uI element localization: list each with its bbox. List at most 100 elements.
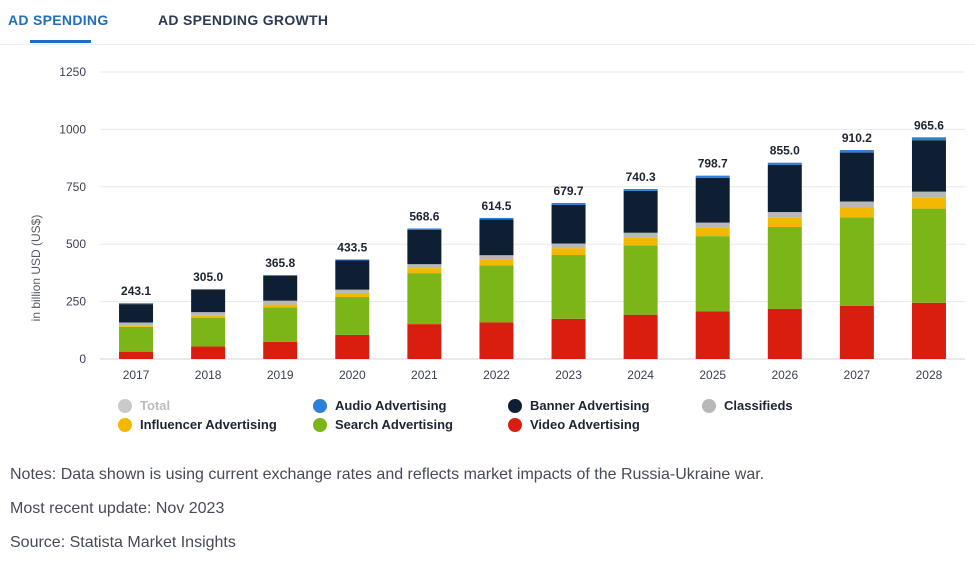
bar-segment[interactable] — [695, 227, 730, 237]
bar-segment[interactable] — [119, 304, 154, 323]
bar-segment[interactable] — [191, 317, 226, 347]
bar-segment[interactable] — [407, 228, 442, 230]
legend-item-total[interactable]: Total — [118, 398, 170, 413]
legend-item-video-advertising[interactable]: Video Advertising — [508, 417, 640, 432]
bar-segment[interactable] — [263, 341, 298, 359]
bar-stack-2023[interactable] — [551, 202, 586, 359]
bar-segment[interactable] — [911, 191, 946, 198]
bar-segment[interactable] — [191, 289, 226, 313]
bar-segment[interactable] — [335, 260, 370, 290]
bar-segment[interactable] — [263, 300, 298, 305]
bar-segment[interactable] — [263, 304, 298, 308]
bar-segment[interactable] — [479, 219, 514, 256]
bar-segment[interactable] — [839, 207, 874, 218]
bar-segment[interactable] — [119, 325, 154, 327]
bar-segment[interactable] — [911, 197, 946, 209]
bar-segment[interactable] — [191, 315, 226, 318]
bar-segment[interactable] — [623, 232, 658, 238]
bar-segment[interactable] — [695, 177, 730, 223]
bar-segment[interactable] — [551, 254, 586, 319]
bar-stack-2026[interactable] — [767, 162, 802, 359]
bar-stack-2022[interactable] — [479, 217, 514, 359]
bar-segment[interactable] — [407, 229, 442, 265]
bar-stack-2021[interactable] — [407, 228, 442, 359]
bar-segment[interactable] — [695, 311, 730, 359]
bar-segment[interactable] — [551, 243, 586, 249]
bar-stack-2017[interactable] — [119, 303, 154, 359]
bar-segment[interactable] — [551, 318, 586, 359]
bar-segment[interactable] — [623, 189, 658, 191]
bar-segment[interactable] — [335, 289, 370, 293]
bar-segment[interactable] — [407, 324, 442, 359]
bar-segment[interactable] — [191, 312, 226, 316]
bar-segment[interactable] — [263, 307, 298, 342]
bar-segment[interactable] — [407, 268, 442, 274]
bar-segment[interactable] — [119, 326, 154, 352]
bar-segment[interactable] — [767, 226, 802, 309]
bar-stack-2018[interactable] — [191, 288, 226, 359]
legend-item-influencer-advertising[interactable]: Influencer Advertising — [118, 417, 277, 432]
bar-segment[interactable] — [263, 275, 298, 276]
tab-ad-spending[interactable]: AD SPENDING — [8, 12, 109, 28]
bar-segment[interactable] — [839, 217, 874, 306]
bar-segment[interactable] — [191, 346, 226, 359]
x-tick-label: 2020 — [339, 368, 366, 382]
bar-stacks — [119, 137, 946, 359]
bar-stack-2025[interactable] — [695, 175, 730, 359]
bar-segment[interactable] — [551, 204, 586, 244]
bar-segment[interactable] — [839, 201, 874, 208]
legend-item-classifieds[interactable]: Classifieds — [702, 398, 793, 413]
bar-segment[interactable] — [551, 202, 586, 205]
bar-segment[interactable] — [623, 314, 658, 359]
bar-stack-2019[interactable] — [263, 275, 298, 359]
bar-segment[interactable] — [695, 222, 730, 228]
bar-segment[interactable] — [839, 152, 874, 202]
tab-ad-spending-growth[interactable]: AD SPENDING GROWTH — [158, 12, 329, 28]
bar-segment[interactable] — [767, 308, 802, 359]
bar-segment[interactable] — [911, 302, 946, 359]
bar-segment[interactable] — [839, 150, 874, 153]
bar-segment[interactable] — [479, 322, 514, 359]
bar-segment[interactable] — [407, 264, 442, 269]
legend-item-banner-advertising[interactable]: Banner Advertising — [508, 398, 649, 413]
bar-segment[interactable] — [767, 217, 802, 227]
bar-segment[interactable] — [191, 288, 226, 290]
bar-segment[interactable] — [767, 212, 802, 218]
bar-segment[interactable] — [479, 255, 514, 260]
bar-segment[interactable] — [839, 305, 874, 359]
bar-segment[interactable] — [479, 259, 514, 266]
bar-segment[interactable] — [479, 217, 514, 220]
bar-segment[interactable] — [335, 259, 370, 261]
bar-segment[interactable] — [911, 140, 946, 192]
bar-segment[interactable] — [335, 297, 370, 335]
bar-segment[interactable] — [119, 303, 154, 305]
bar-segment[interactable] — [767, 164, 802, 213]
bar-stack-2024[interactable] — [623, 189, 658, 359]
legend-item-search-advertising[interactable]: Search Advertising — [313, 417, 453, 432]
bar-stack-2027[interactable] — [839, 150, 874, 359]
bar-segment[interactable] — [263, 275, 298, 301]
bar-stack-2020[interactable] — [335, 259, 370, 359]
bar-stack-2028[interactable] — [911, 137, 946, 359]
bar-segment[interactable] — [695, 236, 730, 312]
bar-segment[interactable] — [623, 245, 658, 315]
bar-segment[interactable] — [551, 248, 586, 255]
bar-segment[interactable] — [911, 208, 946, 303]
legend-label: Total — [140, 398, 171, 413]
bar-segment[interactable] — [119, 322, 154, 326]
legend-item-audio-advertising[interactable]: Audio Advertising — [313, 398, 446, 413]
bar-segment[interactable] — [479, 265, 514, 323]
bar-segment[interactable] — [695, 175, 730, 178]
legend-dot-total — [118, 398, 132, 413]
bar-segment[interactable] — [911, 137, 946, 141]
y-tick-label: 1250 — [59, 65, 86, 79]
bar-segment[interactable] — [623, 190, 658, 233]
bar-segment[interactable] — [623, 237, 658, 246]
bar-segment[interactable] — [767, 162, 802, 165]
bar-segment[interactable] — [407, 273, 442, 325]
bar-segment[interactable] — [335, 292, 370, 298]
x-tick-label: 2018 — [195, 368, 222, 382]
bar-segment[interactable] — [119, 351, 154, 359]
legend-dot-classifieds — [702, 398, 716, 413]
bar-segment[interactable] — [335, 334, 370, 359]
